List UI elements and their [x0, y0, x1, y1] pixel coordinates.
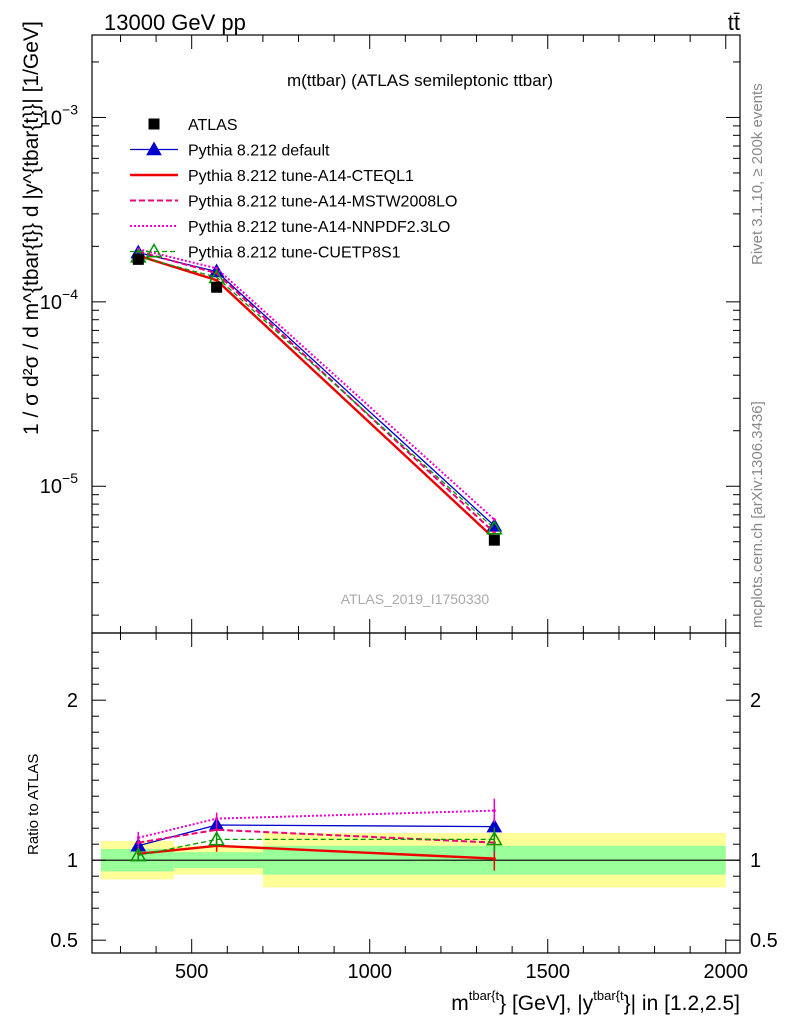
- ratio-y-tick-label: 1: [67, 850, 78, 872]
- ratio-y-axis-label: Ratio to ATLAS: [25, 754, 42, 855]
- data-point: [132, 253, 144, 265]
- ratio-uncertainty-bands: [92, 833, 740, 888]
- x-tick-label: 1500: [525, 961, 570, 983]
- data-point: [215, 278, 219, 282]
- ratio-series-layer: [129, 798, 503, 871]
- series-line: [138, 251, 495, 527]
- energy-label: 13000 GeV pp: [104, 10, 246, 35]
- legend: ATLAS Pythia 8.212 default Pythia 8.212 tu…: [130, 117, 457, 262]
- x-axis-label-sup1: tbar{t: [469, 988, 500, 1003]
- data-point: [215, 266, 219, 270]
- main-y-axis-label: 1 / σ d²σ / d m^{tbar{t}} d |y^{tbar{t}}…: [20, 21, 43, 435]
- y-tick-label: 10−4: [40, 286, 78, 314]
- data-point: [492, 518, 496, 522]
- legend-label: Pythia 8.212 tune-CUETP8S1: [188, 245, 401, 262]
- x-axis-label-end: }| in [1.2,2.5]: [624, 992, 740, 1015]
- ratio-point: [215, 817, 219, 821]
- legend-marker: [146, 141, 162, 156]
- mcplots-label: mcplots.cern.ch [arXiv:1306.3436]: [749, 401, 766, 628]
- x-tick-label: 2000: [704, 961, 749, 983]
- rivet-version-label: Rivet 3.1.10, ≥ 200k events: [749, 83, 766, 265]
- x-axis-label: mtbar{t} [GeV], |ytbar{t}| in [1.2,2.5]: [451, 988, 740, 1015]
- ratio-plot-frame: [91, 632, 741, 954]
- legend-marker: [145, 242, 163, 258]
- legend-label: Pythia 8.212 default: [188, 143, 330, 160]
- y-tick-label: 10−3: [40, 101, 78, 129]
- legend-label: Pythia 8.212 tune-A14-NNPDF2.3LO: [188, 219, 450, 236]
- ratio-point: [492, 857, 496, 861]
- ratio-point: [136, 836, 140, 840]
- x-tick-label: 1000: [347, 961, 392, 983]
- ratio-point: [208, 830, 225, 846]
- legend-label: ATLAS: [188, 117, 238, 134]
- x-axis-label-sup2: tbar{t: [593, 988, 624, 1003]
- ratio-line: [138, 828, 495, 844]
- ratio-y-tick-label: 2: [67, 690, 78, 712]
- chart-title: m(ttbar) (ATLAS semileptonic ttbar): [287, 71, 553, 90]
- y-tick-label: 10−5: [40, 470, 78, 498]
- series-line: [137, 254, 496, 540]
- data-point: [486, 519, 503, 535]
- legend-label: Pythia 8.212 tune-A14-CTEQL1: [188, 168, 414, 185]
- x-axis-label-var: m: [451, 992, 469, 1015]
- ratio-point: [215, 828, 219, 832]
- ratio-line: [138, 838, 495, 857]
- x-tick-label: 500: [175, 961, 208, 983]
- ratio-y-tick-label-right: 0.5: [750, 930, 778, 952]
- process-label: tt̄: [728, 10, 740, 35]
- ratio-point: [492, 809, 496, 813]
- ratio-point: [486, 830, 503, 846]
- legend-label: Pythia 8.212 tune-A14-MSTW2008LO: [188, 194, 457, 211]
- ratio-y-tick-label-right: 1: [750, 850, 761, 872]
- x-axis-label-mid: } [GeV], |y: [499, 992, 594, 1015]
- ratio-y-tick-label-right: 2: [750, 690, 761, 712]
- legend-marker: [148, 118, 160, 130]
- main-ticks: 10−5 10−4 10−3: [40, 35, 740, 633]
- ratio-point: [129, 846, 147, 862]
- data-point: [211, 281, 223, 293]
- data-point: [488, 534, 500, 546]
- main-series-layer: [129, 244, 503, 546]
- series-line: [138, 255, 495, 529]
- series-line: [138, 248, 496, 521]
- ratio-y-tick-label: 0.5: [50, 930, 78, 952]
- main-plot: 10−5 10−4 10−3 m(ttbar) (ATLAS semileptoni…: [40, 34, 741, 634]
- analysis-id-label: ATLAS_2019_I1750330: [341, 591, 490, 607]
